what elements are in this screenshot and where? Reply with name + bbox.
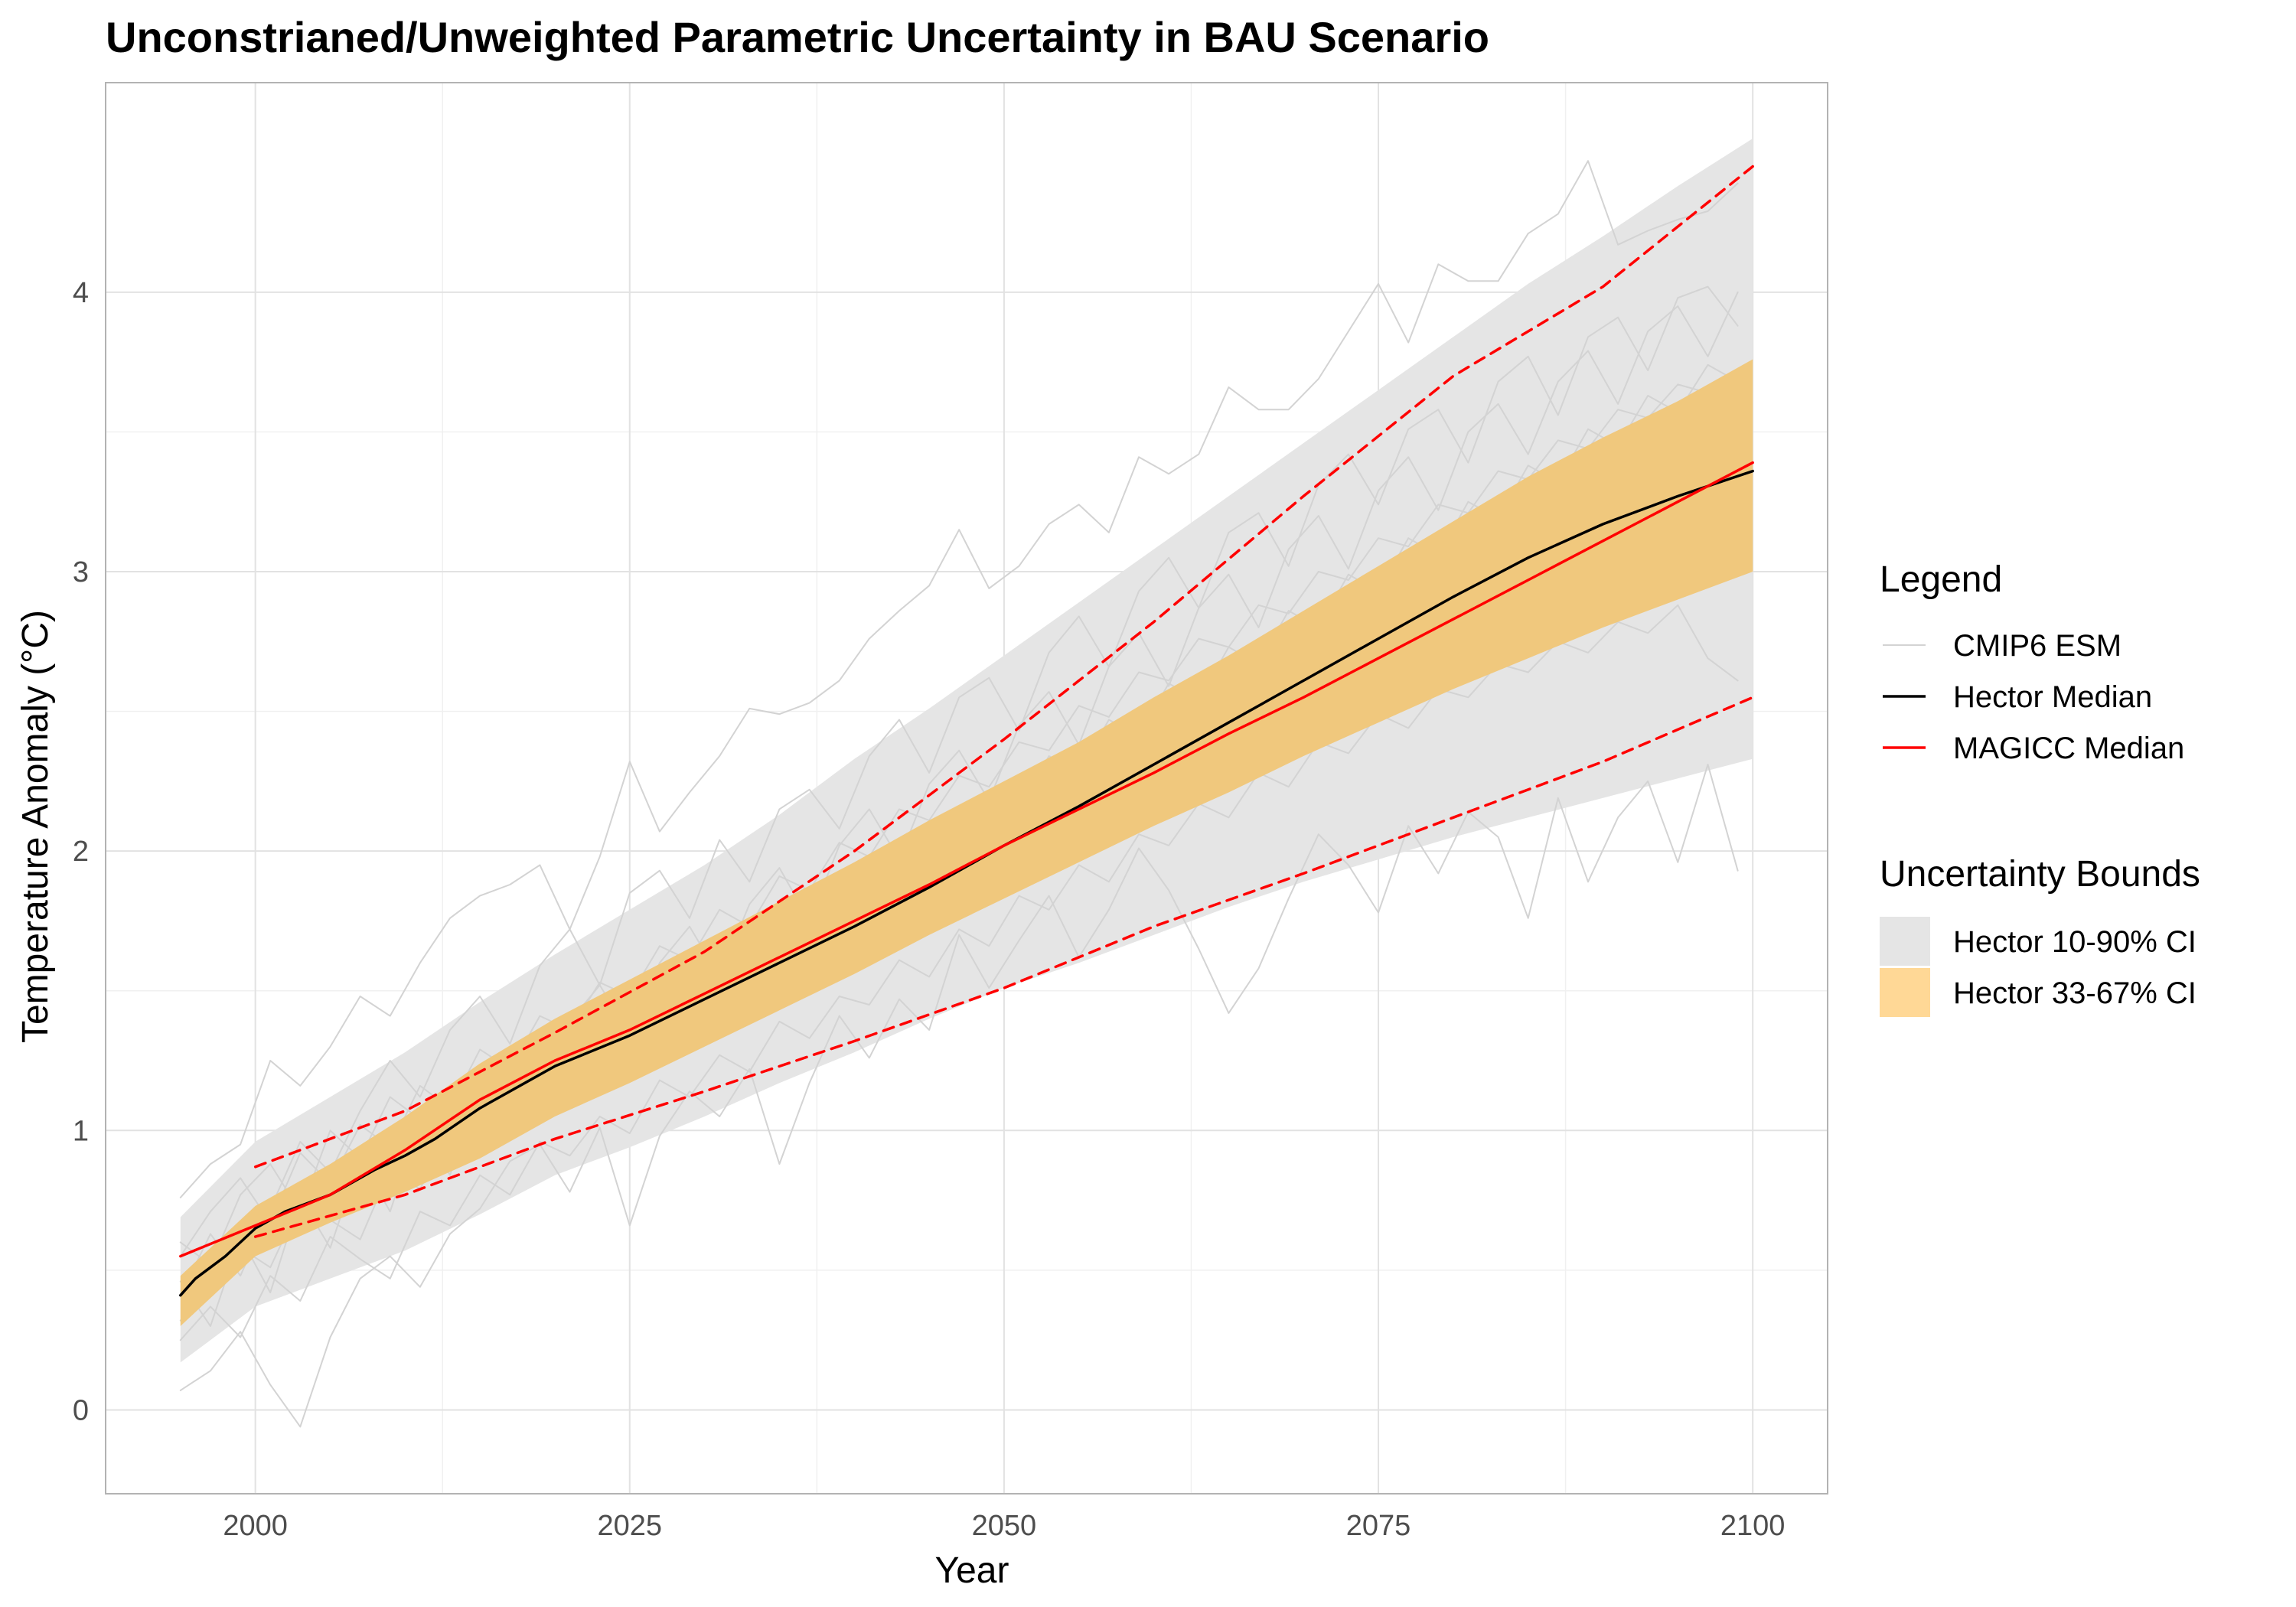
- legend-item-ci-33-67-swatch: [1880, 968, 1930, 1017]
- legend-item-ci-33-67-label: Hector 33-67% CI: [1953, 976, 2197, 1010]
- plot-border: [105, 82, 1828, 1495]
- cmip6-model-line-1: [179, 160, 1739, 1198]
- y-tick-label: 0: [73, 1394, 89, 1426]
- y-axis-title: Temperature Anomaly (°C): [15, 610, 56, 1043]
- magicc-median-line: [179, 461, 1754, 1258]
- legend-item-hector-median-label: Hector Median: [1953, 680, 2152, 714]
- bounds-legend-title: Uncertainty Bounds: [1880, 854, 2200, 895]
- x-tick-label: 2050: [972, 1510, 1037, 1542]
- ci-33-67-ribbon: [180, 359, 1753, 1326]
- x-tick-label: 2025: [598, 1510, 663, 1542]
- cmip6-model-line-3: [179, 285, 1739, 1296]
- magicc-bound-line-3: [253, 165, 1754, 1169]
- y-tick-label: 4: [73, 277, 89, 309]
- y-tick-label: 2: [73, 836, 89, 868]
- legend-item-cmip6-label: CMIP6 ESM: [1953, 629, 2122, 663]
- cmip6-model-line-2: [179, 764, 1739, 1428]
- plot-panel: 2000 2025 2050 2075 2100 0 1 2 3 4: [73, 82, 1828, 1542]
- chart-title: Unconstrianed/Unweighted Parametric Unce…: [106, 13, 1489, 61]
- y-tick-label: 1: [73, 1115, 89, 1147]
- legend-item-magicc-median-label: MAGICC Median: [1953, 732, 2184, 765]
- x-tick-label: 2100: [1720, 1510, 1786, 1542]
- x-axis-title: Year: [935, 1550, 1009, 1591]
- x-tick-label: 2000: [223, 1510, 288, 1542]
- cmip6-model-line-4: [179, 604, 1739, 1341]
- legend-item-ci-10-90-swatch: [1880, 917, 1930, 966]
- y-tick-label: 3: [73, 556, 89, 588]
- magicc-bound-line-4: [253, 696, 1754, 1238]
- legend: Legend CMIP6 ESM Hector Median MAGICC Media…: [1880, 559, 2200, 1017]
- legend-title: Legend: [1880, 559, 2002, 600]
- legend-item-ci-10-90-label: Hector 10-90% CI: [1953, 925, 2197, 959]
- x-tick-label: 2075: [1346, 1510, 1411, 1542]
